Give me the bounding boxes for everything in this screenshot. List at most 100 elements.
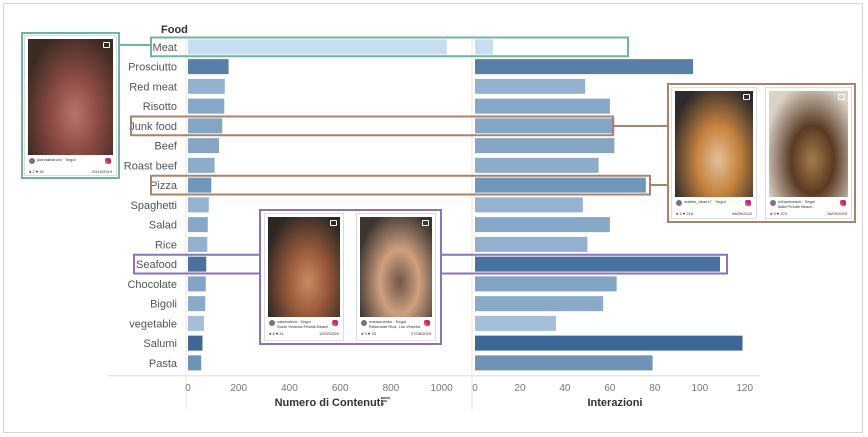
post-comments: 216 [686, 211, 694, 216]
post-stats: ● 4 ♥ 216 [676, 211, 693, 216]
multi-photo-icon [422, 220, 429, 226]
bar-contenuti-rice [188, 236, 208, 252]
category-label-meat: Meat [153, 42, 177, 54]
comment-icon: ● [269, 331, 273, 336]
bar-interazioni-seafood [475, 256, 721, 272]
multi-photo-icon [103, 42, 110, 48]
post-caption: Sushi Venezia Private Beach [277, 324, 329, 329]
category-label-chocolate: Chocolate [127, 279, 177, 291]
instagram-icon [105, 158, 111, 164]
bar-interazioni-vegetable [475, 315, 556, 331]
tick-right-60: 60 [604, 383, 616, 394]
bar-contenuti-roast-beef [188, 157, 215, 173]
post-user[interactable]: ridhambeach · Segui [778, 199, 815, 204]
bar-interazioni-risotto [475, 98, 610, 114]
post-likes: 5 [773, 211, 776, 216]
post-user[interactable]: joannabianchi · Segui [37, 157, 76, 162]
comment-icon: ● [770, 211, 774, 216]
bar-contenuti-salumi [188, 335, 203, 351]
heart-icon: ♥ [366, 331, 372, 336]
bar-interazioni-chocolate [475, 276, 617, 292]
bar-contenuti-vegetable [188, 315, 204, 331]
bar-contenuti-prosciutto [188, 59, 229, 75]
post-comments: 41 [279, 331, 284, 336]
category-label-seafood: Seafood [136, 259, 177, 271]
post-user[interactable]: valeandrea · Segui [277, 319, 311, 324]
post-caption: Italia Private Beach [778, 204, 813, 209]
tick-right-20: 20 [514, 383, 526, 394]
highlight-meat [150, 36, 629, 58]
category-label-salumi: Salumi [143, 338, 177, 350]
instagram-icon [745, 200, 751, 206]
x-axis-title-left: Numero di Contenuti [275, 397, 384, 409]
post-caption: Ristorante Riva, Los Venezia [369, 324, 421, 329]
bar-interazioni-beef [475, 138, 615, 154]
post-likes: 2 [32, 169, 35, 174]
category-label-roast-beef: Roast beef [124, 160, 178, 172]
instagram-icon [840, 200, 846, 206]
bar-interazioni-junk-food [475, 118, 615, 134]
tick-left-400: 400 [281, 383, 298, 394]
category-label-vegetable: vegetable [129, 318, 177, 330]
category-label-prosciutto: Prosciutto [128, 62, 177, 74]
post-date: 28/09/2020 [826, 211, 847, 216]
bar-interazioni-pasta [475, 355, 653, 371]
multi-photo-icon [330, 220, 337, 226]
heart-icon: ♥ [34, 169, 40, 174]
tick-right-80: 80 [649, 383, 661, 394]
food-column-header: Food [161, 24, 188, 36]
post-card-pizza[interactable]: matteo_dean17 · Segui ● 4 ♥ 216 08/09/2020 [671, 87, 757, 219]
tick-left-1000: 1000 [431, 383, 454, 394]
post-card-junk[interactable]: ridhambeach · Segui Italia Private Beach ●… [765, 87, 852, 219]
heart-icon: ♥ [681, 211, 687, 216]
post-card-meat[interactable]: joannabianchi · Segui ● 2 ♥ 40 20/10/2019 [24, 35, 117, 176]
bar-contenuti-pizza [188, 177, 212, 193]
category-label-pasta: Pasta [149, 358, 178, 370]
post-photo [360, 217, 432, 317]
post-comments: 33 [371, 331, 376, 336]
category-label-bigoli: Bigoli [150, 299, 177, 311]
bar-contenuti-chocolate [188, 276, 206, 292]
instagram-icon [332, 320, 338, 326]
heart-icon: ♥ [775, 211, 781, 216]
category-label-junk-food: Junk food [129, 121, 177, 133]
category-label-pizza: Pizza [150, 180, 178, 192]
comment-icon: ● [676, 211, 680, 216]
post-photo [28, 39, 113, 155]
post-comments: 370 [780, 211, 788, 216]
bar-contenuti-bigoli [188, 296, 206, 312]
post-date: 20/10/2019 [91, 169, 112, 174]
bar-contenuti-junk-food [188, 118, 223, 134]
category-label-risotto: Risotto [143, 101, 177, 113]
category-label-beef: Beef [154, 141, 178, 153]
bar-interazioni-rice [475, 236, 588, 252]
bar-contenuti-pasta [188, 355, 202, 371]
bar-interazioni-salad [475, 217, 610, 233]
post-stats: ● 9 ♥ 33 [361, 331, 376, 336]
post-card-seafood1[interactable]: valeandrea · Segui Sushi Venezia Private … [264, 213, 344, 341]
heart-icon: ♥ [274, 331, 280, 336]
multi-photo-icon [838, 94, 845, 100]
bar-interazioni-red-meat [475, 78, 586, 94]
tick-right-0: 0 [472, 383, 478, 394]
tick-left-600: 600 [332, 383, 349, 394]
avatar [676, 200, 682, 206]
multi-photo-icon [743, 94, 750, 100]
post-user[interactable]: matteo_dean17 · Segui [684, 199, 726, 204]
post-stats: ● 2 ♥ 40 [29, 169, 44, 174]
bar-contenuti-risotto [188, 98, 225, 114]
post-date: 27/08/2020 [410, 331, 431, 336]
bar-contenuti-meat [188, 39, 447, 55]
bar-interazioni-roast-beef [475, 157, 599, 173]
avatar [269, 320, 275, 326]
tick-left-800: 800 [383, 383, 400, 394]
bar-interazioni-spaghetti [475, 197, 583, 213]
bar-contenuti-beef [188, 138, 219, 154]
instagram-icon [424, 320, 430, 326]
post-likes: 8 [272, 331, 275, 336]
post-date: 08/09/2020 [731, 211, 752, 216]
category-label-salad: Salad [149, 220, 177, 232]
post-photo [268, 217, 340, 317]
post-user[interactable]: mariannenko · Segui [369, 319, 406, 324]
post-card-seafood2[interactable]: mariannenko · Segui Ristorante Riva, Los … [356, 213, 436, 341]
